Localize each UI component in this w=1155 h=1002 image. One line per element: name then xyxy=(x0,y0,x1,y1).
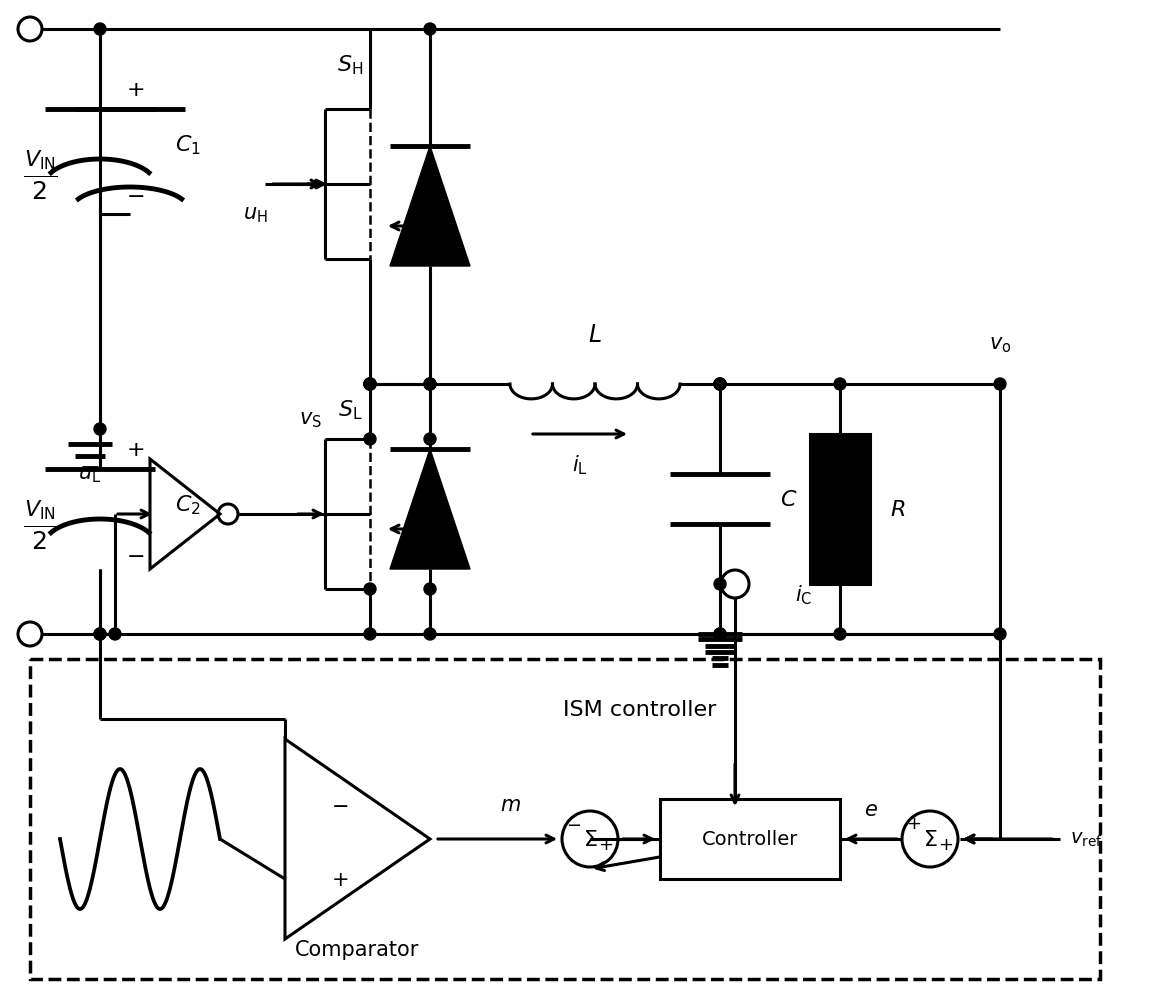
Text: $+$: $+$ xyxy=(331,869,349,889)
Text: $+$: $+$ xyxy=(598,835,613,853)
Circle shape xyxy=(714,628,726,640)
Text: ISM controller: ISM controller xyxy=(564,699,717,719)
Bar xyxy=(810,435,870,584)
Text: $C_2$: $C_2$ xyxy=(176,493,201,516)
Text: $v_{\rm S}$: $v_{\rm S}$ xyxy=(299,410,321,430)
Text: $u_{\rm L}$: $u_{\rm L}$ xyxy=(79,465,102,485)
FancyBboxPatch shape xyxy=(660,800,840,879)
Circle shape xyxy=(109,628,121,640)
Text: $R$: $R$ xyxy=(891,500,906,519)
Circle shape xyxy=(834,379,845,391)
Circle shape xyxy=(834,628,845,640)
Text: $v_{\rm o}$: $v_{\rm o}$ xyxy=(989,335,1012,355)
Text: Controller: Controller xyxy=(702,830,798,849)
Circle shape xyxy=(94,628,106,640)
Circle shape xyxy=(424,434,435,446)
Circle shape xyxy=(714,578,726,590)
Text: $+$: $+$ xyxy=(907,815,922,833)
Text: $\overline{\ 2\ }$: $\overline{\ 2\ }$ xyxy=(23,525,57,554)
Text: $+$: $+$ xyxy=(126,80,144,100)
Circle shape xyxy=(424,583,435,595)
Circle shape xyxy=(364,379,377,391)
Text: $u_{\rm H}$: $u_{\rm H}$ xyxy=(243,204,267,224)
Text: $C_1$: $C_1$ xyxy=(176,133,201,156)
Circle shape xyxy=(714,379,726,391)
Text: $V_{\rm IN}$: $V_{\rm IN}$ xyxy=(24,148,55,171)
Text: $i_{\rm C}$: $i_{\rm C}$ xyxy=(795,582,812,606)
Circle shape xyxy=(424,379,435,391)
Text: $S_{\rm H}$: $S_{\rm H}$ xyxy=(337,53,363,77)
Circle shape xyxy=(364,379,377,391)
Circle shape xyxy=(94,24,106,36)
Text: $\Sigma$: $\Sigma$ xyxy=(582,830,597,849)
Text: $\Sigma$: $\Sigma$ xyxy=(923,830,938,849)
Text: $V_{\rm IN}$: $V_{\rm IN}$ xyxy=(24,498,55,521)
Text: $-$: $-$ xyxy=(566,815,582,833)
Circle shape xyxy=(364,379,377,391)
Circle shape xyxy=(94,628,106,640)
Circle shape xyxy=(714,628,726,640)
Circle shape xyxy=(424,628,435,640)
Text: $m$: $m$ xyxy=(500,795,521,815)
Polygon shape xyxy=(390,450,470,569)
Text: $+$: $+$ xyxy=(939,835,954,853)
Text: $i_{\rm L}$: $i_{\rm L}$ xyxy=(572,453,588,476)
FancyBboxPatch shape xyxy=(30,659,1100,979)
Circle shape xyxy=(364,628,377,640)
Polygon shape xyxy=(390,147,470,267)
Text: $-$: $-$ xyxy=(126,184,144,204)
Text: $\overline{\ 2\ }$: $\overline{\ 2\ }$ xyxy=(23,175,57,204)
Circle shape xyxy=(424,24,435,36)
Circle shape xyxy=(364,583,377,595)
Text: $C$: $C$ xyxy=(780,490,797,509)
Circle shape xyxy=(94,424,106,436)
Text: $e$: $e$ xyxy=(864,800,878,820)
Text: $+$: $+$ xyxy=(126,440,144,460)
Text: $-$: $-$ xyxy=(331,795,349,815)
Circle shape xyxy=(364,379,377,391)
Text: $v_{\rm ref}$: $v_{\rm ref}$ xyxy=(1070,830,1103,849)
Circle shape xyxy=(714,379,726,391)
Text: $L$: $L$ xyxy=(588,323,602,347)
Circle shape xyxy=(714,379,726,391)
Circle shape xyxy=(424,379,435,391)
Circle shape xyxy=(364,434,377,446)
Circle shape xyxy=(994,379,1006,391)
Circle shape xyxy=(994,628,1006,640)
Text: $S_{\rm L}$: $S_{\rm L}$ xyxy=(337,398,363,422)
Text: $-$: $-$ xyxy=(126,544,144,564)
Text: Comparator: Comparator xyxy=(295,939,419,959)
